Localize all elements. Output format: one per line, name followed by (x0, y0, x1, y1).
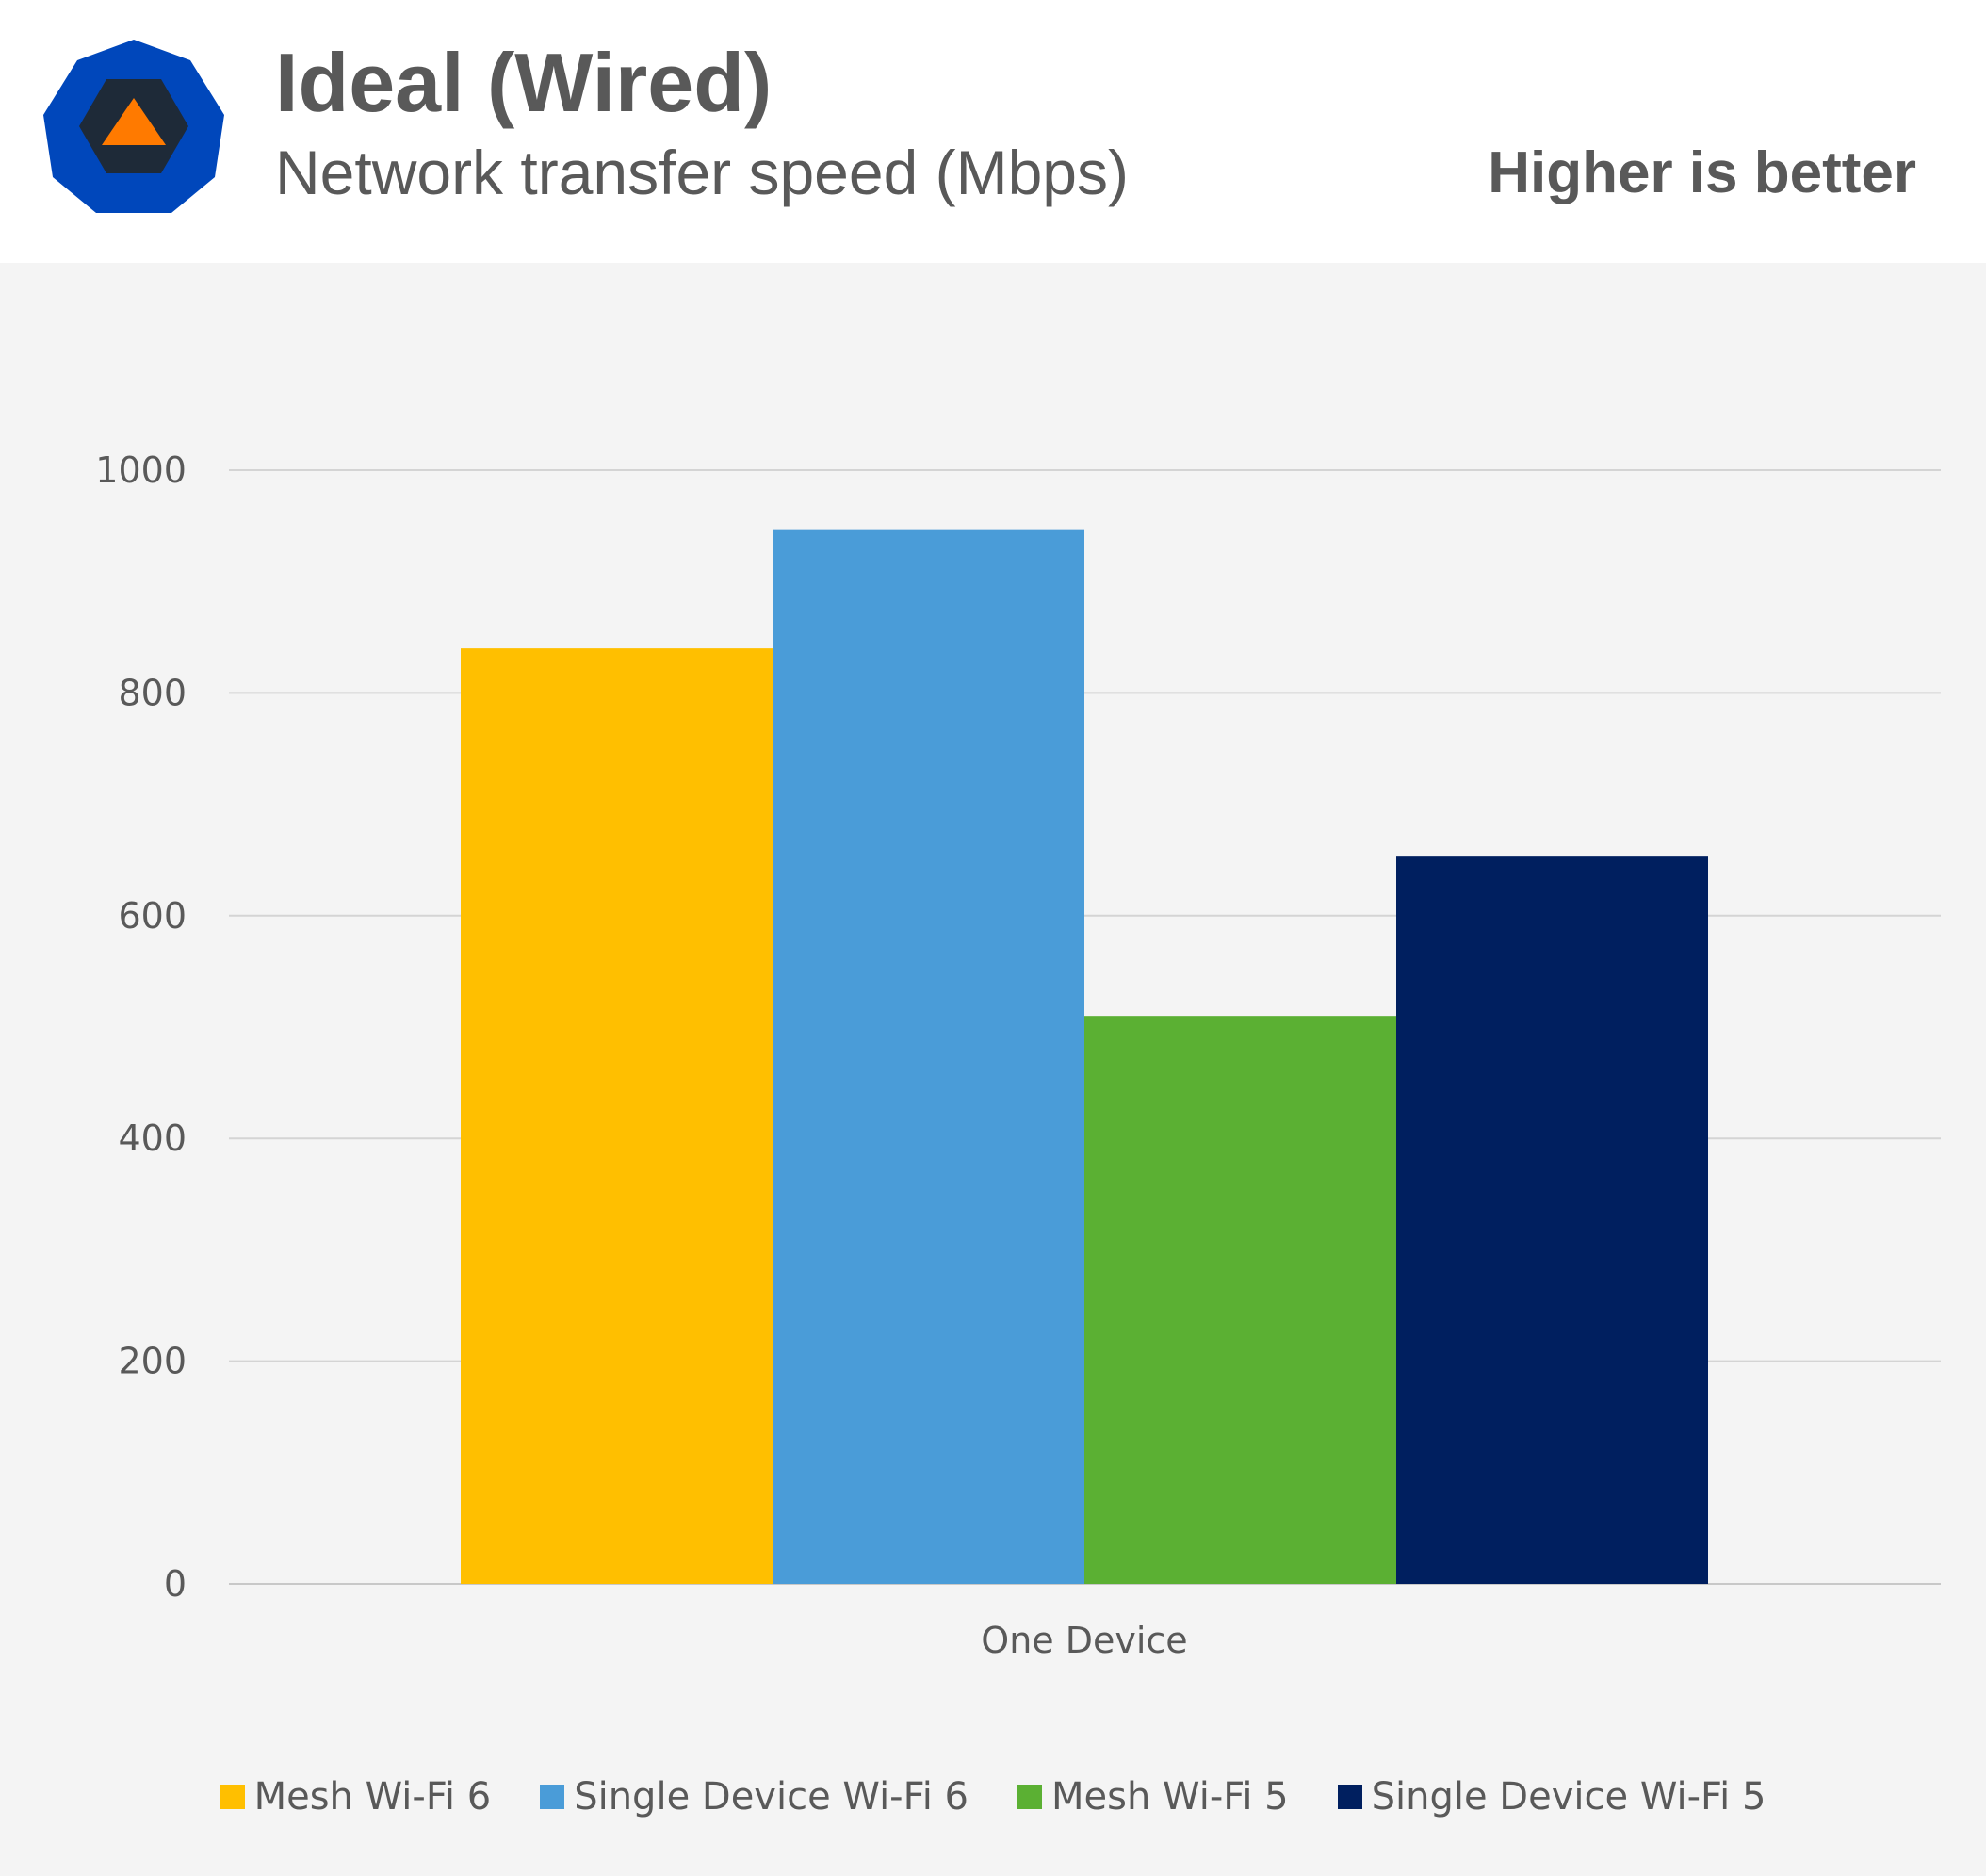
y-axis-ticks: 0 200 400 600 800 1000 (95, 449, 187, 1605)
legend-swatch (1017, 1785, 1042, 1809)
higher-is-better-note: Higher is better (1488, 140, 1916, 205)
chart-header: Ideal (Wired) Network transfer speed (Mb… (0, 0, 1986, 263)
x-axis-categories: One Device (981, 1620, 1187, 1661)
legend-item: Single Device Wi-Fi 5 (1337, 1775, 1766, 1819)
legend-label: Single Device Wi-Fi 6 (574, 1775, 969, 1819)
hexagon-warning-logo-icon (43, 40, 224, 213)
y-tick-label: 200 (118, 1341, 187, 1382)
legend: Mesh Wi-Fi 6 Single Device Wi-Fi 6 Mesh Wi… (0, 1759, 1986, 1835)
bar-single-device-wi-fi-5 (1396, 856, 1708, 1584)
x-category-label: One Device (981, 1620, 1187, 1661)
y-tick-label: 0 (164, 1563, 187, 1605)
y-tick-label: 400 (118, 1117, 187, 1159)
bar-single-device-wi-fi-6 (773, 529, 1084, 1584)
chart-title: Ideal (Wired) (275, 36, 773, 129)
legend-swatch (540, 1785, 565, 1809)
legend-swatch (220, 1785, 245, 1809)
legend-item: Single Device Wi-Fi 6 (540, 1775, 969, 1819)
bar-chart: 0 200 400 600 800 1000 One Device (95, 449, 1941, 1661)
chart-subtitle: Network transfer speed (Mbps) (275, 138, 1129, 207)
legend-label: Mesh Wi-Fi 6 (253, 1775, 492, 1819)
legend-swatch (1337, 1785, 1362, 1809)
legend-item: Mesh Wi-Fi 5 (1017, 1775, 1289, 1819)
bar-mesh-wi-fi-5 (1084, 1016, 1396, 1584)
legend-label: Mesh Wi-Fi 5 (1051, 1775, 1289, 1819)
y-tick-label: 600 (118, 895, 187, 937)
y-tick-label: 800 (118, 672, 187, 713)
legend-label: Single Device Wi-Fi 5 (1371, 1775, 1766, 1819)
y-tick-label: 1000 (95, 449, 187, 491)
bars (461, 529, 1708, 1584)
plot-area: 0 200 400 600 800 1000 One Device Mesh Wi-Fi … (0, 263, 1986, 1876)
legend-item: Mesh Wi-Fi 6 (220, 1775, 492, 1819)
bar-mesh-wi-fi-6 (461, 648, 773, 1584)
